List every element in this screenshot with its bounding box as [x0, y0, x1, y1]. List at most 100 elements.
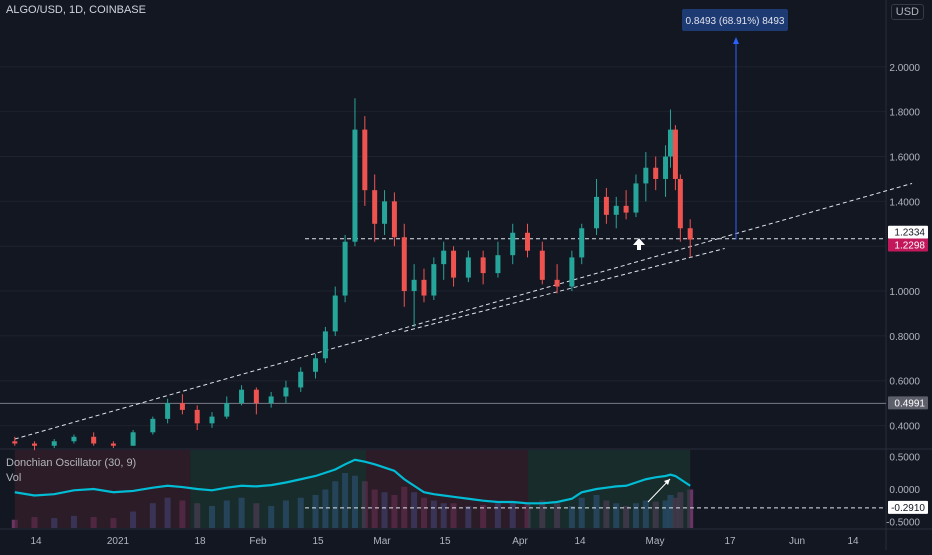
- y-tick-label: 1.4000: [889, 197, 920, 208]
- candle-body: [667, 129, 673, 157]
- candle-body: [51, 441, 57, 446]
- candle-body: [569, 257, 575, 287]
- candle-body: [322, 331, 328, 359]
- oscillator-line: [14, 458, 691, 505]
- candle-body: [465, 257, 471, 278]
- candle-body: [554, 279, 560, 287]
- candle-body: [165, 403, 171, 419]
- osc-tick-label: -0.5000: [886, 518, 920, 529]
- candle-body: [362, 129, 368, 191]
- candle-body: [687, 228, 693, 240]
- candle-body: [431, 264, 437, 296]
- candles: [12, 98, 693, 451]
- candle-body: [283, 387, 289, 397]
- candle-body: [411, 279, 417, 292]
- up-arrow-icon: [633, 238, 645, 250]
- volume-label: Vol: [6, 472, 22, 484]
- candle-body: [421, 279, 427, 296]
- y-tick-label: 1.6000: [889, 153, 920, 164]
- candle-body: [179, 403, 185, 410]
- candle-body: [391, 201, 397, 238]
- osc-band: [528, 450, 691, 528]
- measure-arrowhead: [733, 37, 739, 44]
- measure-label: 0.8493 (68.91%) 8493: [686, 16, 785, 27]
- candle-body: [224, 403, 230, 417]
- x-tick-label: 14: [574, 536, 586, 547]
- price-label: 0.4991: [894, 398, 925, 409]
- candle-body: [209, 416, 215, 424]
- currency-button[interactable]: USD: [890, 4, 924, 20]
- candle-body: [510, 232, 516, 256]
- candle-body: [382, 201, 388, 224]
- candle-body: [110, 443, 116, 446]
- candle-body: [239, 389, 245, 404]
- candle-body: [623, 205, 629, 213]
- x-tick-label: 14: [30, 536, 42, 547]
- osc-band: [366, 450, 529, 528]
- x-tick-label: Mar: [373, 536, 391, 547]
- y-tick-label: 0.4000: [889, 422, 920, 433]
- candle-body: [663, 156, 669, 179]
- candle-body: [313, 358, 319, 372]
- candle-body: [480, 257, 486, 274]
- candle-body: [441, 250, 447, 265]
- candle-body: [91, 436, 97, 444]
- y-tick-label: 2.0000: [889, 63, 920, 74]
- osc-band: [14, 450, 191, 528]
- candle-body: [130, 432, 136, 446]
- candle-body: [677, 178, 683, 229]
- candle-body: [332, 295, 338, 332]
- trendline: [14, 182, 913, 440]
- diagonal-arrowhead-icon: [664, 479, 670, 485]
- x-tick-label: Feb: [249, 536, 267, 547]
- candle-body: [401, 237, 407, 292]
- y-tick-label: 1.0000: [889, 287, 920, 298]
- osc-value-bg: [888, 500, 928, 514]
- candle-body: [352, 129, 358, 242]
- price-labels: 0.8493 (68.91%) 8493 1.2334 1.2298 0.4991 -0…: [682, 9, 928, 514]
- candle-body: [643, 167, 649, 184]
- price-label: 1.2298: [894, 241, 925, 252]
- x-tick-label: 15: [312, 536, 324, 547]
- candle-body: [633, 183, 639, 213]
- candle-body: [194, 409, 200, 424]
- oscillator-title: Donchian Oscillator (30, 9): [6, 457, 137, 469]
- x-tick-label: 17: [724, 536, 736, 547]
- candle-body: [539, 250, 545, 280]
- measure-box: [682, 9, 788, 31]
- y-tick-label: 0.8000: [889, 332, 920, 343]
- candle-body: [672, 129, 678, 179]
- candle-body: [603, 196, 609, 215]
- ticker-title: ALGO/USD, 1D, COINBASE: [6, 4, 146, 16]
- candle-body: [32, 443, 38, 446]
- y-tick-label: 1.8000: [889, 108, 920, 119]
- candle-body: [495, 255, 501, 274]
- candle-body: [268, 396, 274, 404]
- candle-body: [342, 241, 348, 296]
- x-tick-label: May: [646, 536, 665, 547]
- osc-tick-label: 0.0000: [889, 485, 920, 496]
- price-label-bg: [888, 225, 928, 239]
- drawing-lines: [0, 37, 913, 509]
- y-tick-label: 0.6000: [889, 377, 920, 388]
- candle-body: [653, 167, 659, 179]
- candle-body: [71, 436, 77, 442]
- x-tick-label: 14: [847, 536, 859, 547]
- candle-body: [150, 418, 156, 433]
- oscillator-line: [14, 458, 691, 505]
- candle-body: [253, 389, 259, 404]
- candle-body: [298, 371, 304, 388]
- candle-body: [579, 228, 585, 258]
- x-tick-label: Apr: [512, 536, 528, 547]
- x-tick-label: 18: [194, 536, 206, 547]
- candle-body: [451, 250, 457, 278]
- candle-body: [525, 232, 531, 251]
- trendline: [404, 247, 725, 332]
- x-tick-label: 2021: [107, 536, 130, 547]
- osc-value-label: -0.2910: [891, 503, 925, 514]
- candle-body: [613, 205, 619, 215]
- price-label: 1.2334: [894, 228, 925, 239]
